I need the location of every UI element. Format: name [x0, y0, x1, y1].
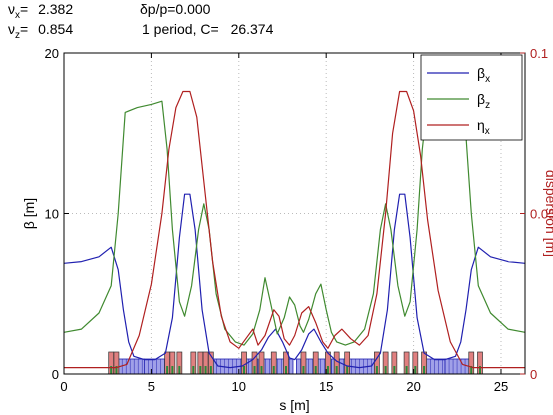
quadrupole-23-base [414, 366, 417, 374]
quadrupole-6-base [199, 366, 202, 374]
legend-label-0: βx [477, 65, 490, 85]
quadrupole-18-base [346, 366, 349, 374]
quadrupole-20-base [384, 366, 387, 374]
quadrupole-14-base [302, 366, 305, 374]
quadrupole-1-base [115, 366, 118, 374]
x-tick-label-1: 5 [148, 379, 155, 394]
quadrupole-4-base [178, 366, 181, 374]
quadrupole-2-base [166, 366, 169, 374]
period-label: 1 period, C= [142, 21, 219, 37]
legend-label-2: ηx [477, 117, 490, 137]
period-circumference: 1 period, C= 26.374 [142, 21, 273, 37]
quadrupole-10-base [253, 366, 256, 374]
quadrupole-17-base [335, 366, 338, 374]
quadrupole-8-base [209, 366, 212, 374]
nu-z-equals: = [20, 21, 29, 37]
nu-z-value: 0.854 [38, 21, 74, 37]
quadrupole-26-base [479, 366, 482, 374]
legend: βx βz ηx [420, 54, 523, 141]
x-tick-label-2: 10 [232, 379, 246, 394]
x-tick-label-3: 15 [319, 379, 333, 394]
series-line-z [63, 100, 526, 346]
magnet-lattice [108, 351, 483, 375]
quadrupole-25-base [470, 366, 473, 374]
y-right-tick-label-1: 0.05 [530, 207, 553, 222]
nu-x-equals: = [20, 1, 29, 17]
series-line-x-dispersion [64, 90, 525, 369]
y-ticks-left: 0 10 20 [45, 46, 69, 382]
series-lines [63, 90, 526, 369]
circumference-value: 26.374 [230, 21, 274, 37]
quadrupole-9-base [243, 366, 246, 374]
x-axis-label: s [m] [279, 397, 309, 413]
nu-x-value: 2.382 [38, 1, 74, 17]
quadrupole-21-base [393, 366, 396, 374]
quadrupole-11-base [260, 366, 263, 374]
nu-x-readout: νx= 2.382 [8, 1, 73, 21]
series-line-x [63, 193, 526, 369]
quadrupole-5-base [192, 366, 195, 374]
nu-z-readout: νz= 0.854 [8, 21, 73, 41]
momentum-deviation: δp/p=0.000 [140, 1, 211, 17]
y-tick-label-0: 0 [52, 367, 59, 382]
quadrupole-0-base [110, 366, 113, 374]
quadrupole-16-base [326, 366, 329, 374]
nu-z-symbol: ν [8, 21, 15, 37]
quadrupole-12-base [272, 366, 275, 374]
y-tick-label-1: 10 [45, 207, 59, 222]
x-tick-label-5: 25 [494, 379, 508, 394]
x-tick-label-0: 0 [60, 379, 67, 394]
nu-x-symbol: ν [8, 1, 15, 17]
x-tick-label-4: 20 [406, 379, 420, 394]
nu-z-subscript: z [15, 29, 20, 41]
x-ticks: 0 5 10 15 20 25 [60, 53, 508, 394]
quadrupole-19-base [375, 366, 378, 374]
quadrupole-3-base [171, 366, 174, 374]
quadrupole-24-base [423, 366, 426, 374]
quadrupole-13-base [284, 366, 287, 374]
quadrupole-15-base [314, 366, 317, 374]
legend-label-1: βz [477, 91, 490, 111]
legend-box [420, 54, 523, 141]
y-axis-label-left: β [m] [21, 198, 37, 229]
nu-x-subscript: x [15, 9, 20, 21]
y-tick-label-2: 20 [45, 46, 59, 61]
y-right-tick-label-0: 0 [530, 367, 537, 382]
quadrupole-22-base [405, 366, 408, 374]
quadrupole-7-base [204, 366, 207, 374]
dipole-1 [144, 358, 168, 375]
y-ticks-right: 0 0.05 0.1 [520, 46, 553, 382]
y-right-tick-label-2: 0.1 [530, 46, 548, 61]
y-axis-label-right: dispersion [m] [543, 170, 553, 257]
